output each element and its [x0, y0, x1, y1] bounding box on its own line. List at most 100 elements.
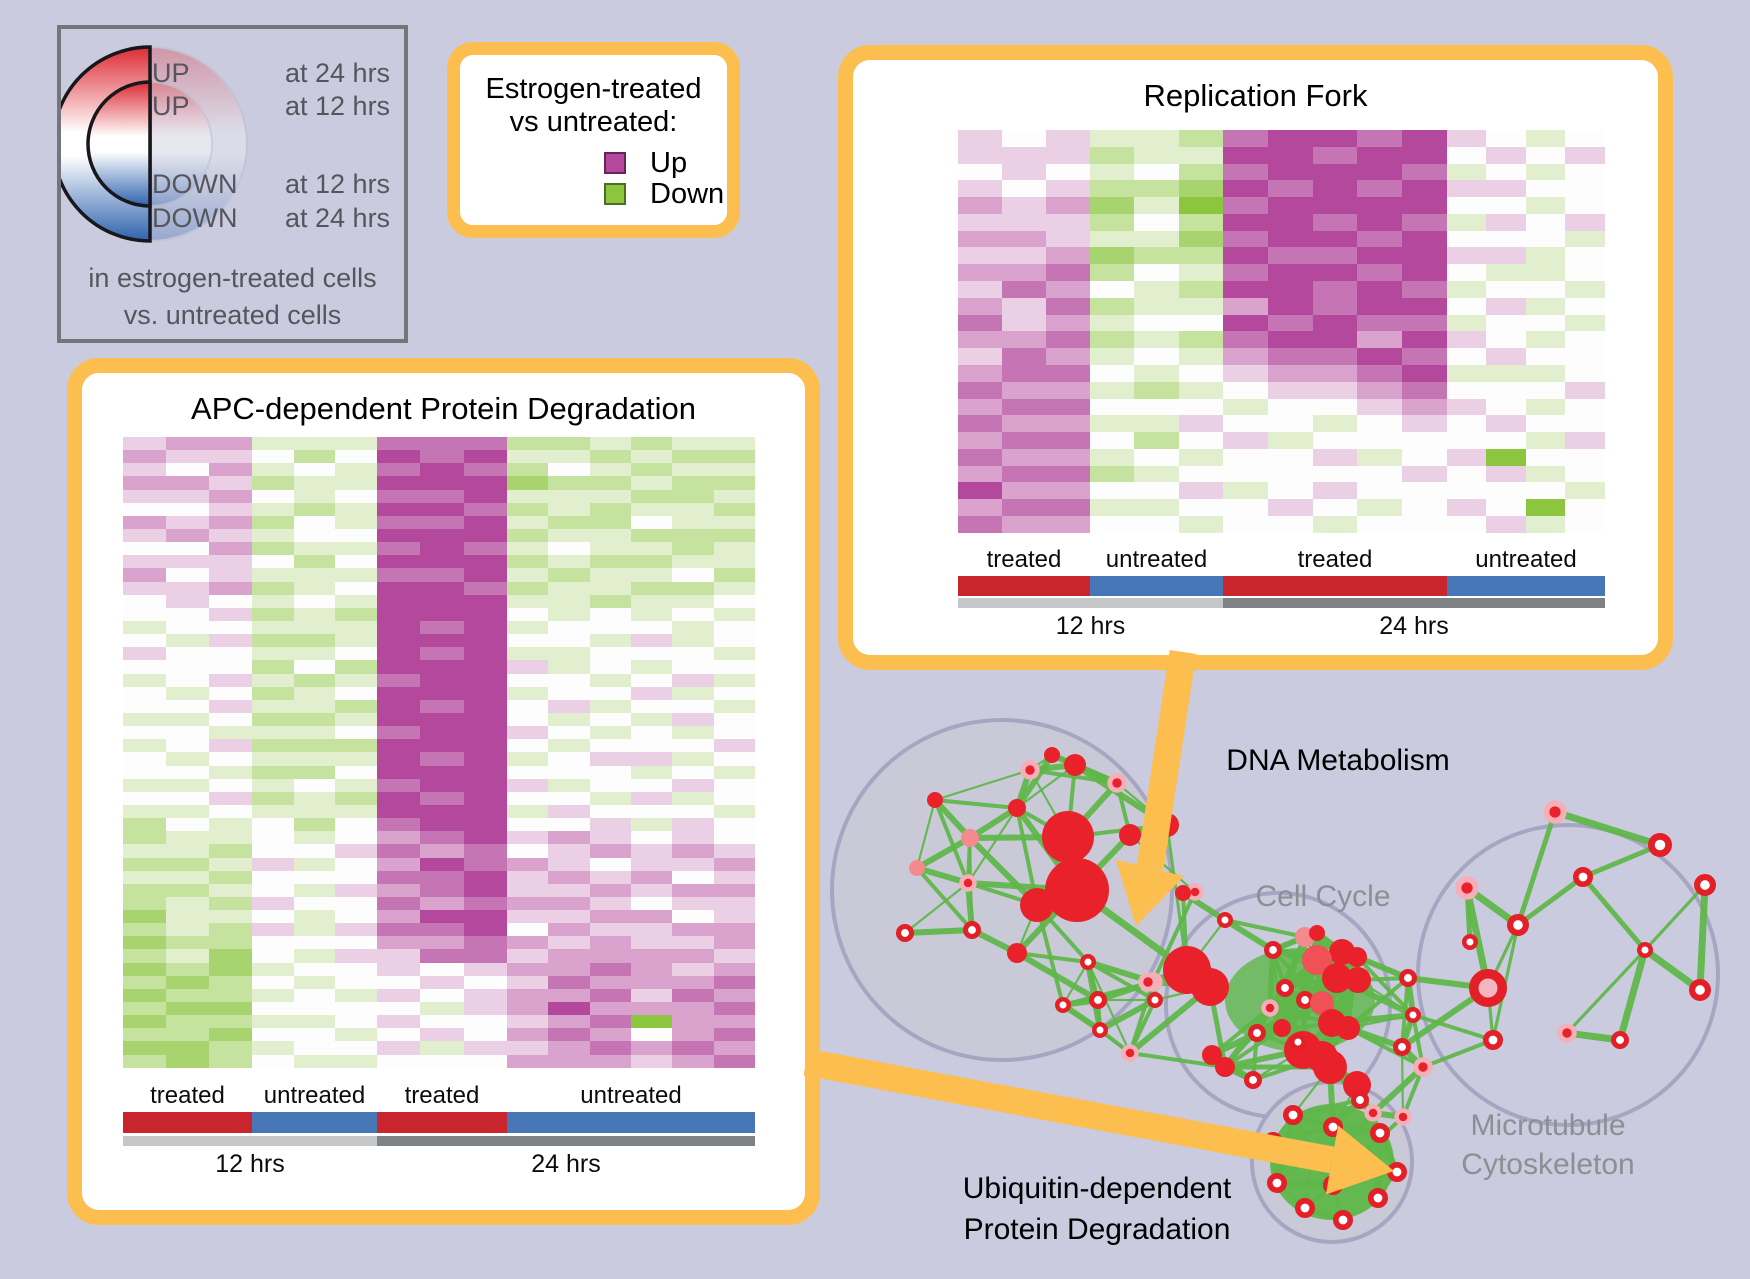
- gene-node-up: [1044, 747, 1060, 763]
- apc-heatmap-cell: [672, 949, 714, 963]
- rf-heatmap-cell: [1402, 297, 1447, 315]
- apc-heatmap-cell: [166, 1015, 209, 1029]
- apc-title: APC-dependent Protein Degradation: [191, 391, 696, 426]
- apc-heatmap-cell: [123, 831, 166, 845]
- apc-heatmap-cell: [166, 620, 209, 635]
- apc-heatmap-cell: [123, 476, 166, 490]
- apc-heatmap-row: [123, 791, 755, 805]
- network-edge: [1087, 960, 1156, 1002]
- apc-heatmap-cell: [713, 489, 755, 503]
- apc-heatmap-cell: [548, 778, 590, 792]
- apc-heatmap-cell: [123, 778, 166, 792]
- apc-heatmap-cell: [252, 870, 294, 884]
- apc-heatmap-cell: [335, 1015, 377, 1029]
- apc-heatmap-cell: [376, 949, 421, 963]
- apc-heatmap-cell: [252, 975, 294, 989]
- apc-heatmap-cell: [548, 962, 590, 976]
- apc-heatmap-cell: [506, 988, 549, 1003]
- rf-heatmap-cell: [1267, 314, 1313, 332]
- rf-heatmap-cell: [1134, 197, 1179, 214]
- rf-heatmap-cell: [1090, 398, 1135, 416]
- apc-heatmap-cell: [713, 883, 755, 897]
- rf-heatmap-cell: [1267, 146, 1313, 164]
- apc-heatmap-cell: [293, 437, 336, 451]
- rf-heatmap-cell: [1002, 432, 1046, 449]
- apc-group-bar-3: [507, 1112, 755, 1133]
- network-edge: [1582, 842, 1661, 880]
- network-edge: [1098, 997, 1157, 1033]
- apc-heatmap-cell: [335, 1054, 377, 1068]
- apc-heatmap-cell: [589, 542, 631, 556]
- apc-heatmap-cell: [166, 699, 209, 713]
- rf-heatmap-cell: [1402, 180, 1447, 198]
- apc-heatmap-cell: [166, 581, 209, 595]
- apc-heatmap-cell: [209, 607, 252, 621]
- apc-time-bar-0: [123, 1136, 377, 1146]
- rf-heatmap-cell: [1002, 163, 1046, 181]
- rf-heatmap-cell: [1002, 499, 1046, 516]
- apc-heatmap-cell: [335, 831, 377, 845]
- apc-heatmap-cell: [252, 489, 294, 503]
- apc-heatmap-cell: [506, 831, 549, 845]
- apc-heatmap-cell: [630, 936, 673, 950]
- apc-heatmap-cell: [123, 515, 166, 529]
- rf-heatmap-cell: [1090, 130, 1135, 147]
- rf-heatmap-cell: [1090, 197, 1135, 214]
- apc-heatmap-cell: [589, 1054, 631, 1068]
- apc-heatmap-cell: [548, 726, 590, 740]
- rf-heatmap-cell: [1486, 515, 1526, 533]
- apc-heatmap-cell: [463, 463, 507, 477]
- apc-heatmap-cell: [506, 739, 549, 753]
- apc-heatmap-cell: [376, 489, 421, 503]
- apc-heatmap-cell: [548, 791, 590, 805]
- apc-heatmap-cell: [335, 804, 377, 819]
- apc-heatmap-row: [123, 437, 755, 451]
- rf-heatmap-cell: [1267, 230, 1313, 248]
- rf-heatmap-cell: [1446, 448, 1487, 466]
- apc-heatmap-cell: [630, 752, 673, 766]
- apc-heatmap-cell: [335, 962, 377, 976]
- apc-heatmap-cell: [252, 581, 294, 595]
- network-edge: [1128, 999, 1157, 1054]
- apc-heatmap-cell: [293, 647, 336, 661]
- apc-heatmap-cell: [463, 778, 507, 792]
- apc-heatmap-cell: [123, 555, 166, 569]
- rf-heatmap-cell: [1046, 146, 1090, 164]
- apc-heatmap-cell: [672, 515, 714, 529]
- apc-heatmap-cell: [335, 463, 377, 477]
- rf-group-label-1: untreated: [1105, 546, 1208, 573]
- apc-heatmap-row: [123, 936, 755, 950]
- rf-group-bar-3: [1447, 576, 1605, 596]
- rf-heatmap-cell: [1486, 499, 1526, 516]
- apc-heatmap-cell: [672, 634, 714, 648]
- apc-heatmap-cell: [548, 949, 590, 963]
- rf-heatmap-cell: [1178, 364, 1223, 382]
- apc-heatmap-cell: [713, 437, 755, 451]
- rf-heatmap-cell: [1312, 297, 1358, 315]
- apc-heatmap-cell: [376, 476, 421, 490]
- apc-heatmap-cell: [420, 437, 464, 451]
- rf-heatmap-cell: [1134, 264, 1179, 282]
- rf-heatmap-cell: [1486, 247, 1526, 265]
- rf-heatmap-cell: [1446, 197, 1487, 214]
- apc-heatmap-cell: [463, 581, 507, 595]
- rf-heatmap-cell: [1565, 348, 1605, 365]
- apc-heatmap-cell: [548, 1041, 590, 1055]
- apc-heatmap-cell: [506, 594, 549, 608]
- rf-heatmap-cell: [1312, 130, 1358, 147]
- apc-heatmap-cell: [463, 1015, 507, 1029]
- rf-heatmap-row: [958, 130, 1605, 147]
- apc-heatmap-cell: [293, 594, 336, 608]
- apc-heatmap-cell: [506, 515, 549, 529]
- gene-node-up-light: [1302, 945, 1332, 975]
- rf-heatmap-cell: [1402, 415, 1447, 433]
- rf-heatmap-cell: [1002, 364, 1046, 382]
- apc-heatmap-cell: [166, 607, 209, 621]
- apc-heatmap-cell: [252, 515, 294, 529]
- apc-heatmap-cell: [252, 896, 294, 911]
- apc-heatmap-cell: [672, 660, 714, 674]
- apc-heatmap-cell: [630, 686, 673, 700]
- apc-heatmap-cell: [293, 712, 336, 727]
- apc-heatmap-cell: [376, 778, 421, 792]
- apc-heatmap-cell: [166, 844, 209, 858]
